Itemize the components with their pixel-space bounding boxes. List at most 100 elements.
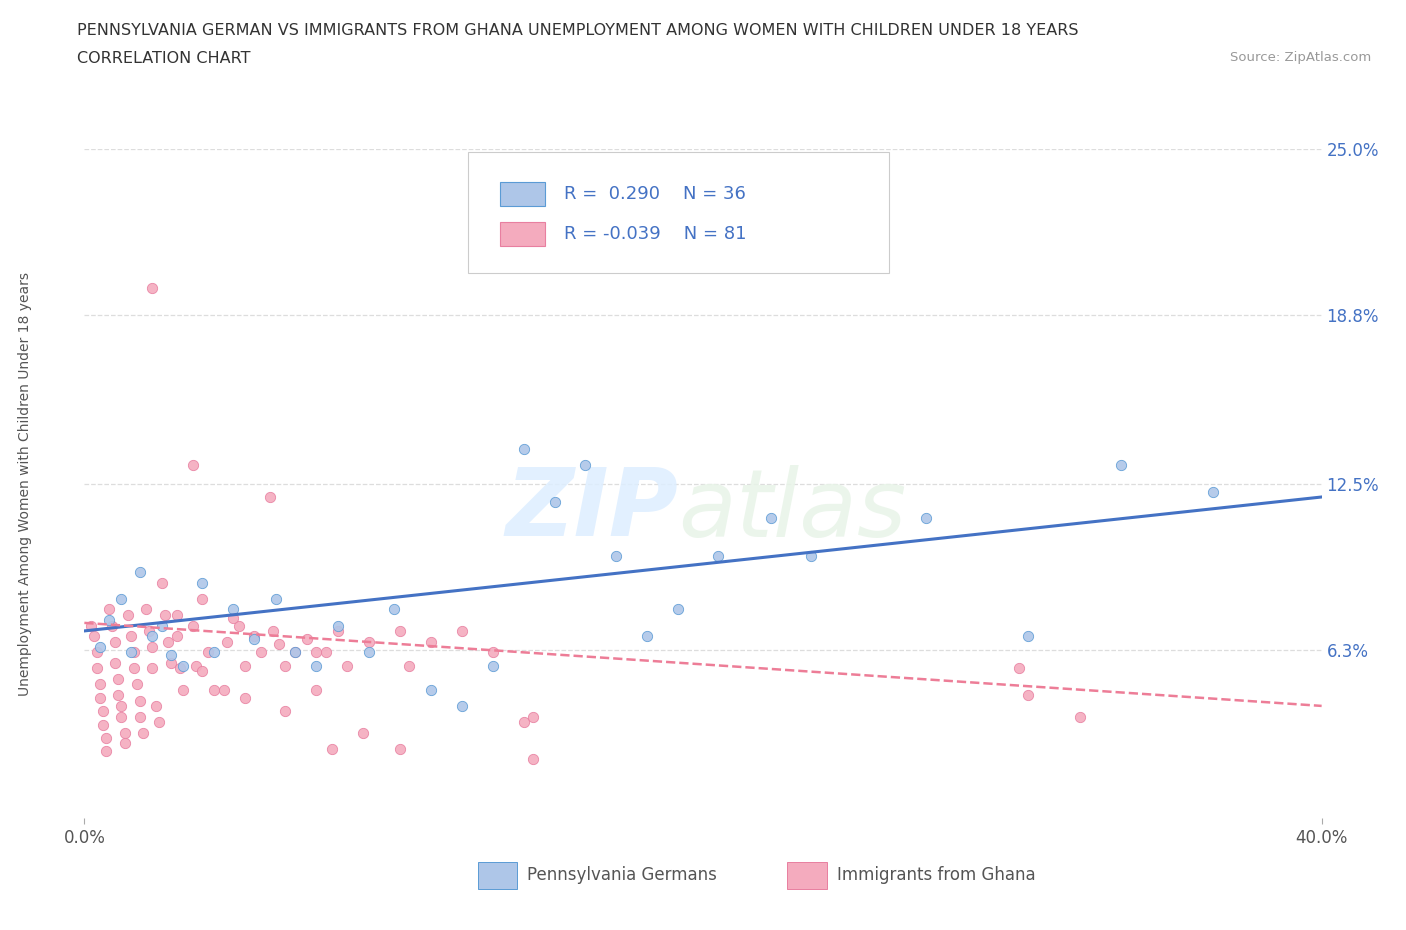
Point [284,644,307,659]
Point [382,602,405,617]
Point [166,607,188,622]
Point [104,634,127,649]
Point [1017,629,1039,644]
Point [150,576,173,591]
Point [759,511,782,525]
Point [141,629,163,644]
Point [450,623,472,638]
Point [262,623,284,638]
Point [249,644,271,659]
Point [91,704,114,719]
Point [122,661,145,676]
Point [107,688,129,703]
Point [160,656,183,671]
Point [89,690,111,705]
Point [215,634,238,649]
Point [156,634,179,649]
Point [481,644,503,659]
Point [122,644,145,659]
Point [233,658,256,673]
Text: Source: ZipAtlas.com: Source: ZipAtlas.com [1230,51,1371,64]
Text: atlas: atlas [678,465,907,556]
Point [181,618,204,633]
Point [274,658,297,673]
Point [222,602,245,617]
Point [110,591,132,606]
Point [141,640,163,655]
Point [83,629,105,644]
Point [86,661,108,676]
Point [233,690,256,705]
Point [264,591,287,606]
Point [94,731,117,746]
Point [831,217,853,232]
Point [326,623,349,638]
Point [132,725,155,740]
Point [243,629,266,644]
Point [357,634,380,649]
Point [388,741,411,756]
Point [274,704,297,719]
Point [129,710,152,724]
Point [522,710,544,724]
Point [450,698,472,713]
FancyBboxPatch shape [501,221,544,246]
Point [357,644,380,659]
Point [107,671,129,686]
Point [120,644,142,659]
Point [419,683,441,698]
Point [1007,661,1029,676]
FancyBboxPatch shape [501,181,544,206]
Point [197,644,219,659]
Point [89,640,111,655]
Point [284,644,307,659]
Point [315,644,337,659]
Text: R = -0.039    N = 81: R = -0.039 N = 81 [564,225,747,243]
Point [191,591,214,606]
Point [138,623,160,638]
Point [120,629,142,644]
Point [89,677,111,692]
Text: CORRELATION CHART: CORRELATION CHART [77,51,250,66]
Point [153,607,176,622]
Point [181,458,204,472]
Point [336,658,359,673]
Point [800,549,823,564]
FancyBboxPatch shape [787,862,827,889]
Point [129,693,152,708]
Point [150,618,173,633]
Point [184,658,207,673]
Point [110,698,132,713]
Point [243,631,266,646]
Point [321,741,343,756]
Point [169,661,191,676]
Point [419,634,441,649]
Point [666,602,689,617]
Point [172,683,194,698]
Text: ZIP: ZIP [505,464,678,556]
Point [305,683,328,698]
FancyBboxPatch shape [468,153,889,272]
Point [228,618,250,633]
Point [110,710,132,724]
FancyBboxPatch shape [478,862,517,889]
Point [101,618,124,633]
Point [202,683,225,698]
Point [707,549,730,564]
Point [141,281,163,296]
Point [222,610,245,625]
Point [636,629,658,644]
Point [388,623,411,638]
Point [212,683,235,698]
Point [259,489,281,504]
Point [172,658,194,673]
Point [104,656,127,671]
Point [352,725,374,740]
Point [305,644,328,659]
Point [114,736,136,751]
Point [1017,688,1039,703]
Point [148,714,170,729]
Point [305,658,328,673]
Point [605,549,627,564]
Point [914,511,936,525]
